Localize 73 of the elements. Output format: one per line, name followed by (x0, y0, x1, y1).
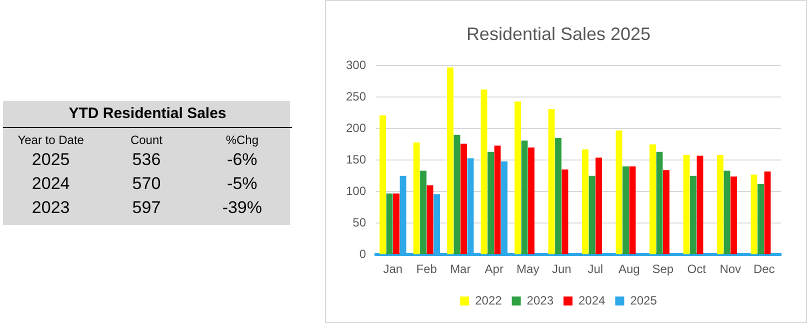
text: -5% (226, 173, 258, 195)
bar (622, 166, 629, 254)
bar (764, 171, 771, 254)
bar (548, 109, 555, 254)
bar (650, 144, 656, 254)
x-tick-label: Jul (588, 262, 604, 276)
legend-label: 2024 (578, 293, 606, 308)
text: Count (129, 133, 164, 148)
bar (426, 185, 434, 254)
y-tick-label: 200 (346, 120, 366, 135)
bar (730, 176, 737, 254)
bar (696, 156, 704, 254)
text: 2025 (30, 149, 71, 171)
bar (380, 115, 386, 254)
text: 2023 (30, 197, 71, 219)
x-tick-label: Jun (552, 262, 572, 276)
bar (488, 152, 494, 254)
bar (582, 149, 588, 254)
bar (656, 152, 663, 254)
bar (514, 102, 521, 254)
text: 570 (131, 173, 162, 195)
bar (454, 134, 460, 254)
bar (663, 170, 670, 254)
bar (528, 148, 534, 254)
bar (629, 166, 636, 254)
bar (413, 142, 420, 254)
y-tick-label: 150 (346, 152, 366, 166)
bar (447, 67, 454, 254)
x-tick-label: Apr (484, 262, 504, 276)
text: Year to Date (16, 133, 85, 148)
text: 2024 (30, 173, 71, 195)
x-tick-label: Aug (618, 262, 640, 276)
x-tick-label: Sep (652, 262, 674, 276)
chart-title: Residential Sales 2025 (466, 24, 651, 44)
legend-label: 2023 (526, 293, 554, 308)
bar (717, 155, 724, 254)
bar (494, 146, 501, 254)
text: -39% (221, 197, 263, 219)
bar (460, 144, 467, 254)
bar (555, 138, 562, 254)
bar (724, 170, 730, 254)
x-tick-label: Feb (416, 262, 438, 276)
x-tick-label: May (516, 262, 540, 276)
x-tick-label: Oct (687, 262, 707, 276)
bar (562, 170, 568, 254)
y-tick-label: 250 (346, 89, 366, 104)
text: -6% (226, 149, 258, 171)
bar (690, 176, 696, 254)
bar (750, 174, 758, 254)
bar (480, 90, 488, 254)
x-tick-label: Nov (720, 262, 742, 276)
bar (758, 184, 764, 254)
bar (393, 193, 400, 254)
y-tick-label: 0 (359, 246, 366, 261)
bar (588, 176, 596, 254)
y-tick-label: 100 (346, 184, 366, 198)
text: %Chg (224, 133, 260, 148)
text: 597 (131, 197, 162, 219)
bar (683, 155, 690, 254)
bar (521, 140, 528, 254)
text: YTD Residential Sales (3, 101, 292, 128)
bar (386, 193, 393, 254)
y-tick-label: 300 (346, 58, 366, 72)
x-tick-label: Dec (753, 262, 775, 276)
legend-label: 2025 (630, 293, 658, 308)
bar (420, 170, 426, 254)
y-tick-label: 50 (352, 215, 366, 230)
text: 536 (131, 149, 162, 171)
x-tick-label: Jan (383, 262, 403, 276)
legend-label: 2022 (475, 293, 502, 308)
bar (596, 158, 602, 254)
x-tick-label: Mar (450, 262, 471, 276)
bar (616, 130, 622, 254)
